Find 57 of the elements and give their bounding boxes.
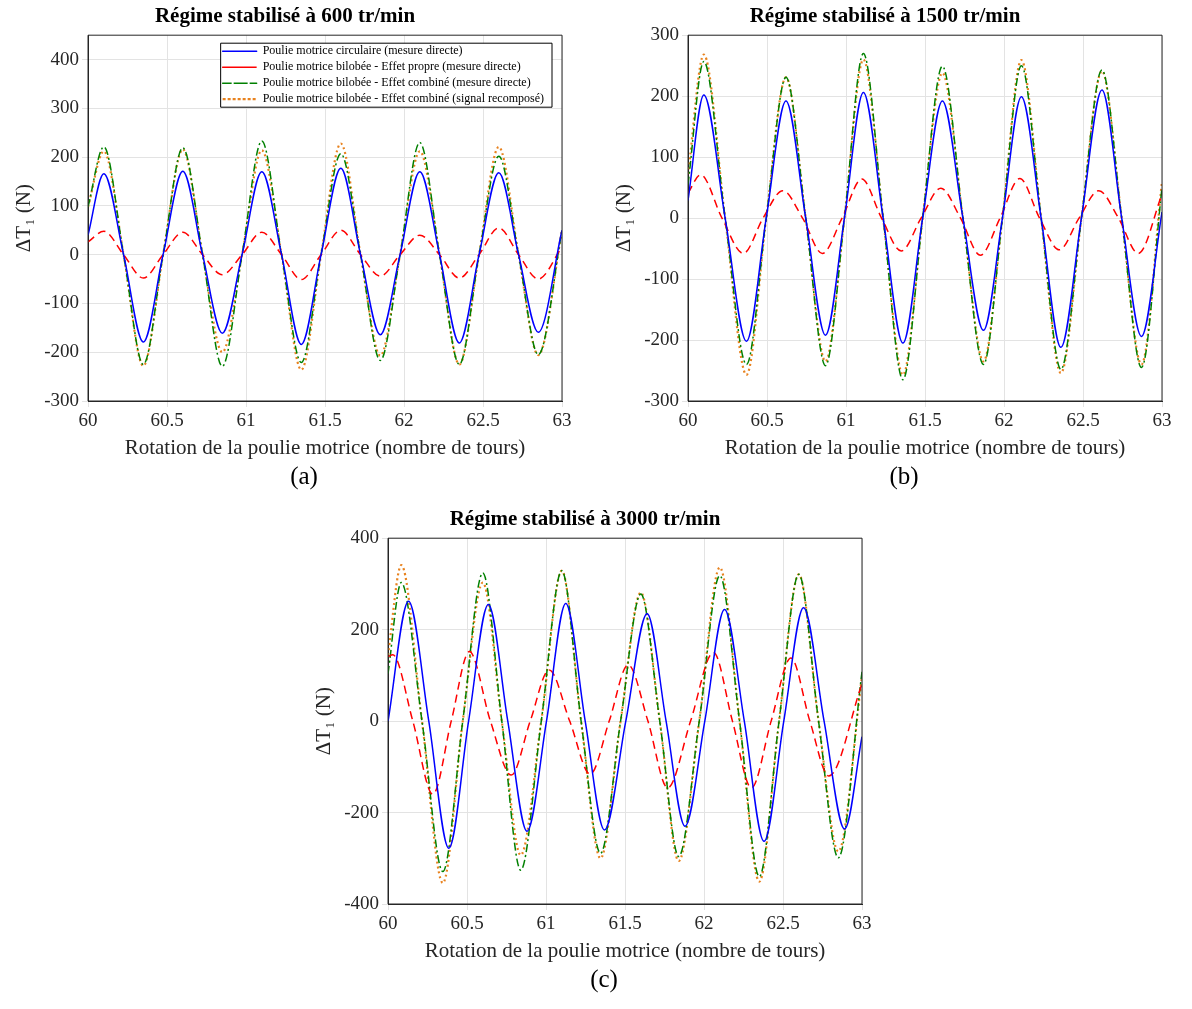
x-tick-label: 62.5: [766, 912, 800, 934]
chart-title: Régime stabilisé à 1500 tr/min: [749, 3, 1021, 28]
y-tick-label: 0: [669, 206, 680, 228]
y-axis-title: ΔT₁ (N): [11, 184, 36, 253]
y-tick-label: -300: [644, 388, 680, 410]
legend-label: Poulie motrice bilobée - Effet combiné (signal recomposé): [262, 91, 544, 106]
x-tick-label: 61: [536, 912, 556, 934]
x-tick-label: 62: [694, 912, 714, 934]
y-tick-label: 400: [350, 526, 380, 548]
y-tick-label: -400: [344, 891, 380, 913]
y-tick-label: 0: [69, 242, 80, 264]
y-tick-label: -200: [644, 328, 680, 350]
y-tick-label: -300: [44, 388, 80, 410]
x-tick-label: 60: [78, 409, 98, 431]
y-axis-title: ΔT₁ (N): [611, 184, 636, 253]
y-tick-label: -100: [44, 291, 80, 313]
text: (b): [888, 462, 920, 490]
text: (c): [589, 965, 619, 993]
x-tick-label: 61.5: [308, 409, 342, 431]
x-tick-label: 62.5: [466, 409, 500, 431]
x-tick-label: 60.5: [750, 409, 784, 431]
y-tick-label: 200: [650, 84, 680, 106]
y-tick-label: -200: [44, 340, 80, 362]
x-axis-title: Rotation de la poulie motrice (nombre de tours): [424, 937, 826, 962]
x-axis-title: Rotation de la poulie motrice (nombre de tours): [724, 434, 1126, 459]
x-tick-label: 60: [678, 409, 698, 431]
x-tick-label: 61: [836, 409, 856, 431]
legend-label: Poulie motrice circulaire (mesure directe): [262, 43, 463, 58]
y-tick-label: -200: [344, 800, 380, 822]
y-tick-label: 400: [50, 47, 80, 69]
y-tick-label: 200: [50, 145, 80, 167]
x-tick-label: 63: [1152, 409, 1172, 431]
x-tick-label: 61.5: [608, 912, 642, 934]
x-axis-title: Rotation de la poulie motrice (nombre de tours): [124, 434, 526, 459]
y-tick-label: 300: [650, 23, 680, 45]
x-tick-label: 63: [852, 912, 872, 934]
x-tick-label: 62: [994, 409, 1014, 431]
text: (a): [289, 462, 319, 490]
x-tick-label: 62: [394, 409, 414, 431]
x-tick-label: 61: [236, 409, 256, 431]
y-tick-label: 0: [369, 709, 380, 731]
legend-label: Poulie motrice bilobée - Effet propre (mesure directe): [262, 59, 521, 74]
x-tick-label: 62.5: [1066, 409, 1100, 431]
y-tick-label: -100: [644, 267, 680, 289]
x-tick-label: 63: [552, 409, 572, 431]
chart-title: Régime stabilisé à 600 tr/min: [154, 3, 416, 28]
y-tick-label: 100: [50, 193, 80, 215]
y-tick-label: 300: [50, 96, 80, 118]
x-tick-label: 60.5: [450, 912, 484, 934]
x-tick-label: 60: [378, 912, 398, 934]
x-tick-label: 61.5: [908, 409, 942, 431]
y-axis-title: ΔT₁ (N): [311, 687, 336, 756]
y-tick-label: 200: [350, 617, 380, 639]
legend-label: Poulie motrice bilobée - Effet combiné (mesure directe): [262, 75, 531, 90]
y-tick-label: 100: [650, 145, 680, 167]
x-tick-label: 60.5: [150, 409, 184, 431]
chart-title: Régime stabilisé à 3000 tr/min: [449, 506, 721, 531]
